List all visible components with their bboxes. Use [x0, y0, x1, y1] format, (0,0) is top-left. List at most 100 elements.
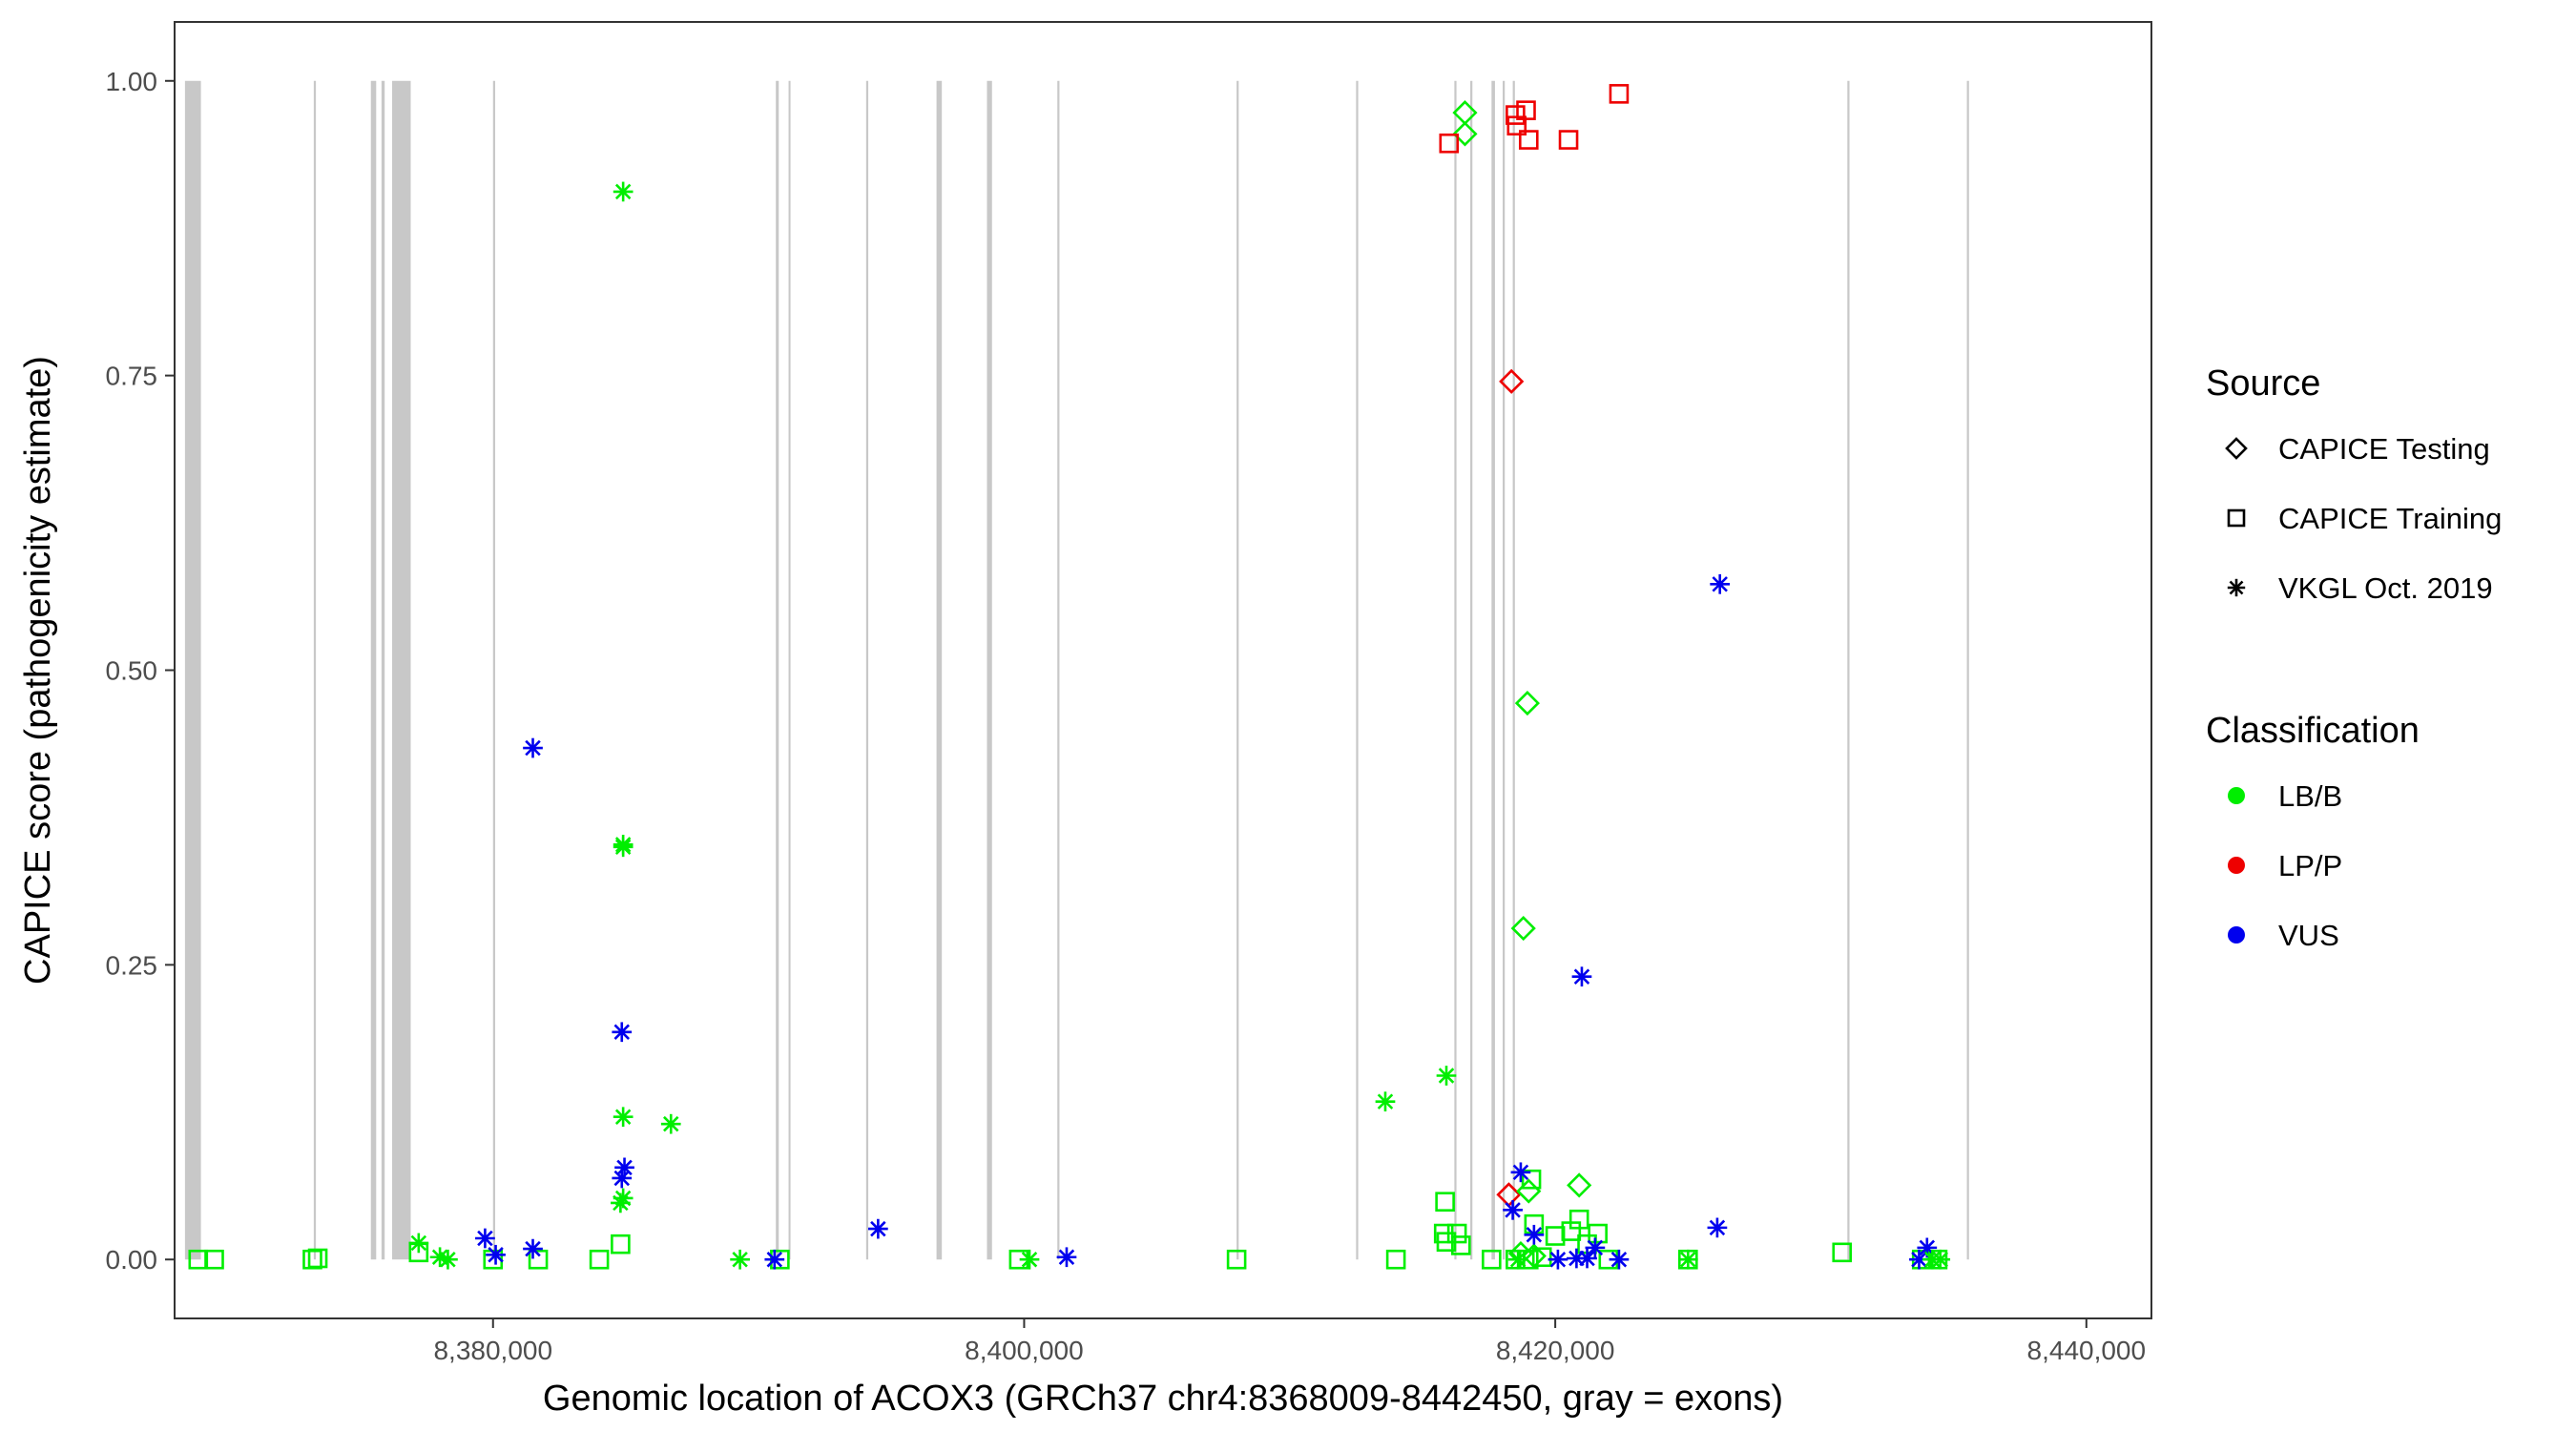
asterisk-stroke [525, 1240, 541, 1257]
exon-band [1847, 80, 1850, 1260]
asterisk-stroke [613, 1024, 630, 1041]
legend-label: LP/P [2278, 849, 2342, 882]
asterisk-stroke [1058, 1249, 1075, 1265]
data-point [1446, 1223, 1467, 1244]
data-point [475, 1228, 495, 1249]
exon-band [370, 80, 377, 1260]
asterisk-stroke [1712, 576, 1728, 592]
data-point [660, 1113, 681, 1134]
asterisk-stroke [766, 1251, 783, 1268]
data-point [1577, 1248, 1597, 1269]
exon-band [313, 80, 317, 1260]
asterisk-stroke [1377, 1093, 1394, 1110]
data-point [1571, 966, 1592, 987]
exon-band [1966, 80, 1969, 1260]
data-point [204, 1249, 224, 1270]
exon-band [865, 80, 869, 1260]
data-point [1506, 115, 1527, 136]
data-point [613, 834, 634, 855]
asterisk-stroke [732, 1251, 748, 1268]
asterisk-stroke [1526, 1227, 1543, 1243]
legend-classification-title: Classification [2206, 711, 2420, 751]
axes: 8,380,000 8,400,000 8,420,000 8,440,000 0.00… [106, 67, 2147, 1365]
legend-label: LB/B [2278, 779, 2342, 813]
asterisk-stroke [1438, 1068, 1455, 1084]
data-point [1609, 1249, 1630, 1270]
legend: Source CAPICE Testing CAPICE Training VKGL… [2206, 363, 2502, 952]
data-point [486, 1244, 506, 1265]
data-point [528, 1249, 549, 1270]
asterisk-stroke [1509, 1251, 1527, 1268]
legend-dot [2228, 787, 2245, 804]
data-point [1451, 1235, 1471, 1255]
legend-key-diamond [2225, 437, 2248, 460]
asterisk-stroke [410, 1234, 427, 1252]
data-point [1568, 1209, 1589, 1230]
data-point [1056, 1247, 1077, 1268]
data-point [1677, 1249, 1698, 1270]
exon-band [1236, 80, 1239, 1260]
data-point [613, 1107, 634, 1128]
exon-band [936, 80, 943, 1260]
data-point [1514, 691, 1540, 716]
data-point [1510, 915, 1536, 942]
legend-key-asterisk [2227, 578, 2246, 597]
data-point [868, 1218, 888, 1239]
exon-band [1454, 80, 1457, 1260]
asterisk-stroke [1919, 1239, 1936, 1256]
legend-dot [2228, 857, 2245, 874]
asterisk-stroke [1512, 1164, 1529, 1181]
x-tick-label: 8,400,000 [965, 1336, 1084, 1365]
exon-band [1057, 80, 1060, 1260]
y-tick-label: 0.50 [106, 656, 158, 686]
asterisk-stroke [440, 1251, 456, 1268]
asterisk-stroke [1932, 1251, 1948, 1268]
exon-band [987, 80, 992, 1260]
data-point [1226, 1249, 1247, 1270]
data-point [1503, 1199, 1523, 1220]
data-point [438, 1249, 458, 1270]
legend-marker [2225, 437, 2248, 460]
data-point [1375, 1091, 1396, 1112]
legend-dot [2228, 926, 2245, 944]
asterisk-stroke [431, 1249, 448, 1265]
exon-band [184, 80, 201, 1260]
exon-band [1503, 80, 1506, 1260]
asterisk-stroke [614, 1109, 632, 1125]
x-tick-label: 8,440,000 [2027, 1336, 2147, 1365]
asterisk-stroke [2229, 580, 2244, 595]
data-point [1548, 1249, 1568, 1270]
legend-key-square [2227, 508, 2246, 528]
exon-band [381, 80, 385, 1260]
data-point [1832, 1242, 1853, 1263]
asterisk-stroke [1573, 968, 1590, 985]
asterisk-stroke [1579, 1250, 1595, 1267]
asterisk-stroke [613, 1170, 630, 1187]
exon-bands [184, 80, 1969, 1260]
asterisk-stroke [1021, 1251, 1038, 1268]
y-axis-title: CAPICE score (pathogenicity estimate) [18, 356, 58, 985]
x-axis-title: Genomic location of ACOX3 (GRCh37 chr4:8… [543, 1379, 1783, 1419]
data-point [1609, 84, 1630, 104]
asterisk-stroke [1587, 1239, 1604, 1256]
asterisk-stroke [614, 837, 632, 853]
data-point [1507, 1249, 1528, 1270]
asterisk-stroke [616, 1159, 633, 1176]
series-square [188, 84, 1948, 1270]
exon-band [1470, 80, 1473, 1260]
y-tick-label: 0.25 [106, 950, 158, 980]
exon-band [1491, 80, 1495, 1260]
y-tick-label: 0.75 [106, 362, 158, 391]
data-point [1452, 121, 1478, 147]
data-point [613, 1188, 634, 1209]
data-point [1436, 1066, 1457, 1086]
exon-band [788, 80, 791, 1260]
data-point [1707, 1217, 1728, 1238]
data-point [1588, 1223, 1608, 1244]
exon-band [1356, 80, 1359, 1260]
legend-source-title: Source [2206, 363, 2320, 404]
exon-band [391, 80, 411, 1260]
data-point [408, 1233, 429, 1254]
